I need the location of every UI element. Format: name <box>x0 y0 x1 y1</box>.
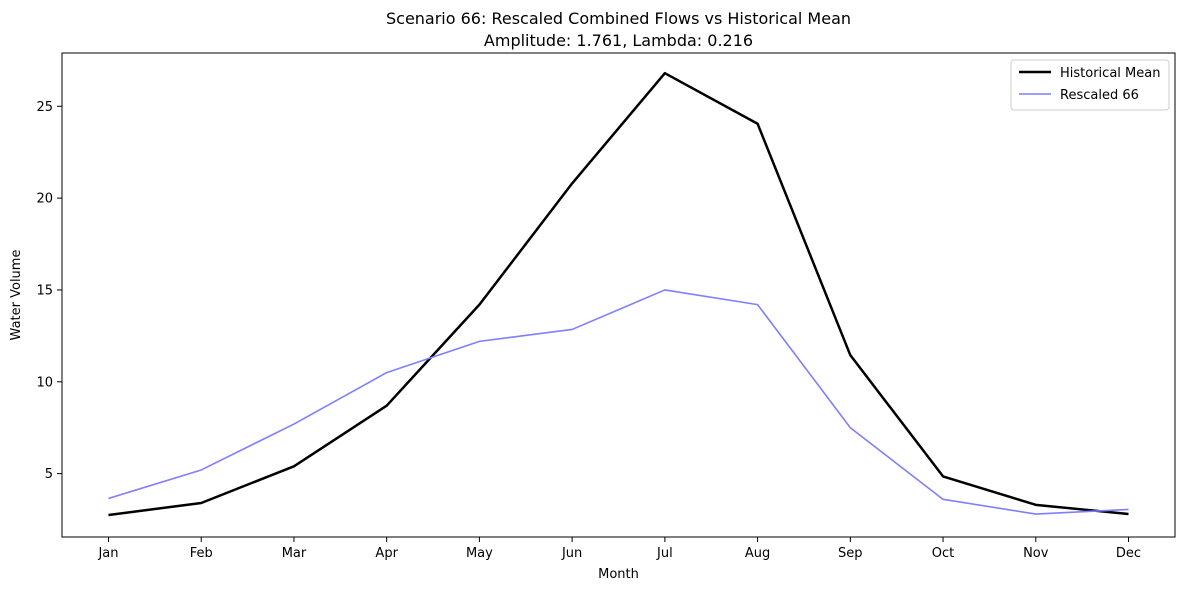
x-tick-label: Feb <box>190 546 213 561</box>
series-layer <box>108 71 1129 517</box>
y-tick-label: 25 <box>36 100 53 115</box>
x-tick-label: Mar <box>282 546 307 561</box>
x-tick-label: Nov <box>1023 546 1049 561</box>
x-tick-label: Apr <box>375 546 398 561</box>
y-tick-label: 10 <box>36 375 53 390</box>
x-tick-label: Jul <box>656 546 673 561</box>
x-tick-label: Oct <box>932 546 954 561</box>
y-tick-label: 5 <box>45 467 53 482</box>
x-tick-label: Aug <box>745 546 770 561</box>
x-tick-label: Sep <box>838 546 863 561</box>
x-tick-label: May <box>466 546 493 561</box>
x-axis: Jan Feb Mar Apr May Jun Jul Aug Sep Oct Nov Dec <box>97 537 1141 561</box>
legend-label-rescaled-66: Rescaled 66 <box>1060 88 1139 103</box>
chart-subtitle: Amplitude: 1.761, Lambda: 0.216 <box>484 31 753 50</box>
legend-label-historical-mean: Historical Mean <box>1060 66 1160 81</box>
plot-frame <box>61 52 1176 538</box>
y-axis-label: Water Volume <box>9 250 24 341</box>
x-tick-label: Dec <box>1116 546 1141 561</box>
chart-title: Scenario 66: Rescaled Combined Flows vs … <box>386 9 851 28</box>
series-line-historical-mean <box>108 71 1129 517</box>
y-axis: 5 10 15 20 25 <box>36 100 62 482</box>
series-line-rescaled-66 <box>108 289 1129 515</box>
legend: Historical Mean Rescaled 66 <box>1010 59 1170 111</box>
plot-area: Jan Feb Mar Apr May Jun Jul Aug Sep Oct Nov Dec 5 10… <box>36 52 1176 561</box>
x-tick-label: Jun <box>561 546 582 561</box>
x-tick-label: Jan <box>97 546 118 561</box>
y-tick-label: 20 <box>36 192 53 207</box>
x-axis-label: Month <box>598 567 639 582</box>
y-tick-label: 15 <box>36 283 53 298</box>
